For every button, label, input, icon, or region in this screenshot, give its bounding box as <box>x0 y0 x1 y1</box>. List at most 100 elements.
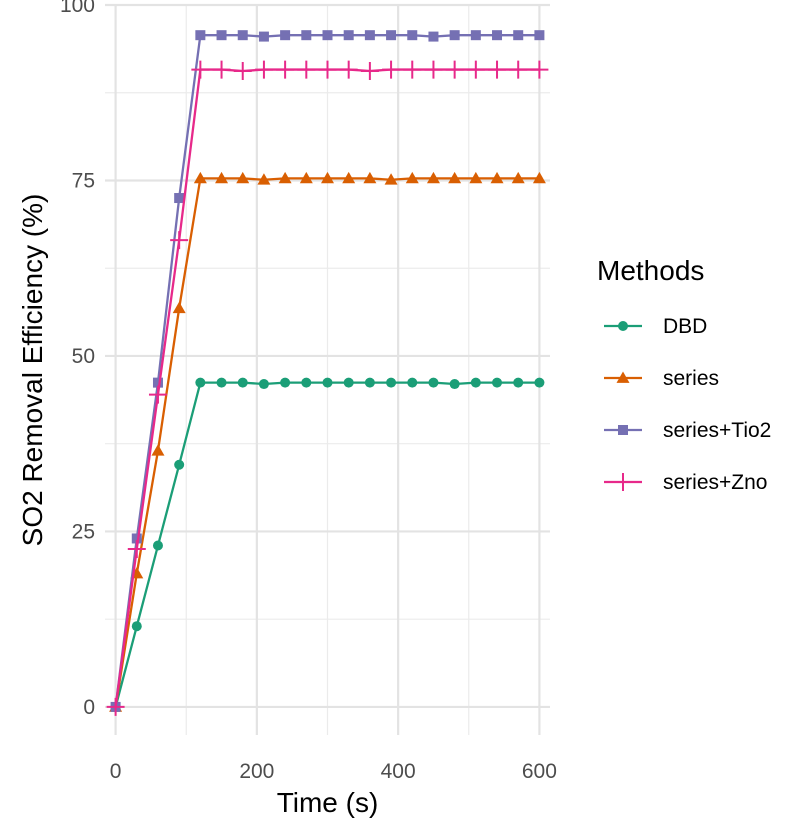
axis-tick-labels: 0 200 400 600 0 25 50 75 100 <box>60 0 557 783</box>
series-series+Tio2 <box>110 30 545 712</box>
data-point <box>364 377 375 388</box>
data-point <box>470 377 481 388</box>
legend-title: Methods <box>597 255 704 286</box>
data-point <box>237 30 248 41</box>
data-point <box>151 444 165 456</box>
data-point <box>386 30 397 41</box>
legend-item: DBD <box>604 315 707 338</box>
x-axis-title: Time (s) <box>277 787 379 818</box>
legend-key-marker <box>616 371 630 383</box>
data-point <box>257 173 271 185</box>
data-point <box>513 30 524 41</box>
data-point <box>322 377 333 388</box>
data-point <box>152 540 163 551</box>
data-point <box>276 60 295 79</box>
data-point <box>343 30 354 41</box>
data-point <box>301 30 312 41</box>
x-tick-label: 400 <box>381 760 416 783</box>
data-point <box>384 173 398 185</box>
data-point <box>445 60 464 79</box>
data-point <box>301 377 312 388</box>
legend-items: DBD series series+Tio2 series+Zno <box>604 315 771 494</box>
data-point <box>233 61 252 80</box>
data-point <box>280 30 291 41</box>
data-point <box>382 60 401 79</box>
y-tick-label: 0 <box>83 696 95 719</box>
data-point <box>428 377 439 388</box>
y-tick-label: 50 <box>72 345 95 368</box>
data-point <box>428 31 439 42</box>
legend-item: series <box>604 367 719 390</box>
data-point <box>174 459 185 470</box>
x-tick-label: 600 <box>522 760 557 783</box>
legend: Methods DBD series series+Tio2 series+Zno <box>597 255 771 494</box>
legend-label: series <box>663 367 719 390</box>
data-point <box>469 171 483 184</box>
data-point <box>530 60 549 79</box>
data-point <box>534 377 545 388</box>
series-DBD <box>110 377 545 712</box>
legend-key-marker <box>618 321 628 331</box>
data-point <box>172 301 186 314</box>
data-point <box>191 60 210 79</box>
data-point <box>405 171 419 184</box>
data-point <box>174 193 185 204</box>
y-tick-label: 100 <box>60 0 95 17</box>
data-point <box>470 30 481 41</box>
data-point <box>215 171 229 184</box>
x-tick-label: 200 <box>239 760 274 783</box>
y-tick-label: 75 <box>72 169 95 192</box>
data-point <box>254 60 273 79</box>
data-point <box>322 30 333 41</box>
data-point <box>424 60 443 79</box>
data-point <box>170 231 189 250</box>
grid <box>105 3 550 735</box>
data-point <box>131 621 142 632</box>
data-point <box>403 60 422 79</box>
legend-item: series+Tio2 <box>604 419 771 442</box>
data-point <box>509 60 528 79</box>
data-point <box>492 377 503 388</box>
legend-key-marker <box>618 425 628 435</box>
data-point <box>386 377 397 388</box>
data-point <box>407 377 418 388</box>
legend-label: DBD <box>663 315 707 338</box>
data-point <box>363 171 377 184</box>
data-point <box>216 30 227 41</box>
data-point <box>237 377 248 388</box>
series-layer <box>106 30 549 716</box>
data-point <box>318 60 337 79</box>
data-point <box>278 171 292 184</box>
data-point <box>258 379 269 390</box>
data-point <box>297 60 316 79</box>
data-point <box>236 171 250 184</box>
data-point <box>343 377 354 388</box>
data-point <box>490 171 504 184</box>
data-point <box>212 60 231 79</box>
data-point <box>426 171 440 184</box>
data-point <box>131 533 142 544</box>
data-point <box>360 61 379 80</box>
data-point <box>407 30 418 41</box>
data-point <box>532 171 546 184</box>
data-point <box>511 171 525 184</box>
data-point <box>127 539 146 558</box>
data-point <box>195 30 206 41</box>
data-point <box>492 30 503 41</box>
data-point <box>513 377 524 388</box>
y-axis-title: SO2 Removal Efficiency (%) <box>17 194 48 547</box>
data-point <box>448 171 462 184</box>
series-series <box>109 171 546 712</box>
data-point <box>193 171 207 184</box>
data-point <box>148 385 167 404</box>
series-series+Zno <box>106 60 549 716</box>
legend-label: series+Tio2 <box>663 419 771 442</box>
data-point <box>339 60 358 79</box>
data-point <box>364 30 375 41</box>
legend-item: series+Zno <box>604 471 767 494</box>
legend-label: series+Zno <box>663 471 767 494</box>
data-point <box>449 30 460 41</box>
data-point <box>321 171 334 184</box>
data-point <box>534 30 545 41</box>
